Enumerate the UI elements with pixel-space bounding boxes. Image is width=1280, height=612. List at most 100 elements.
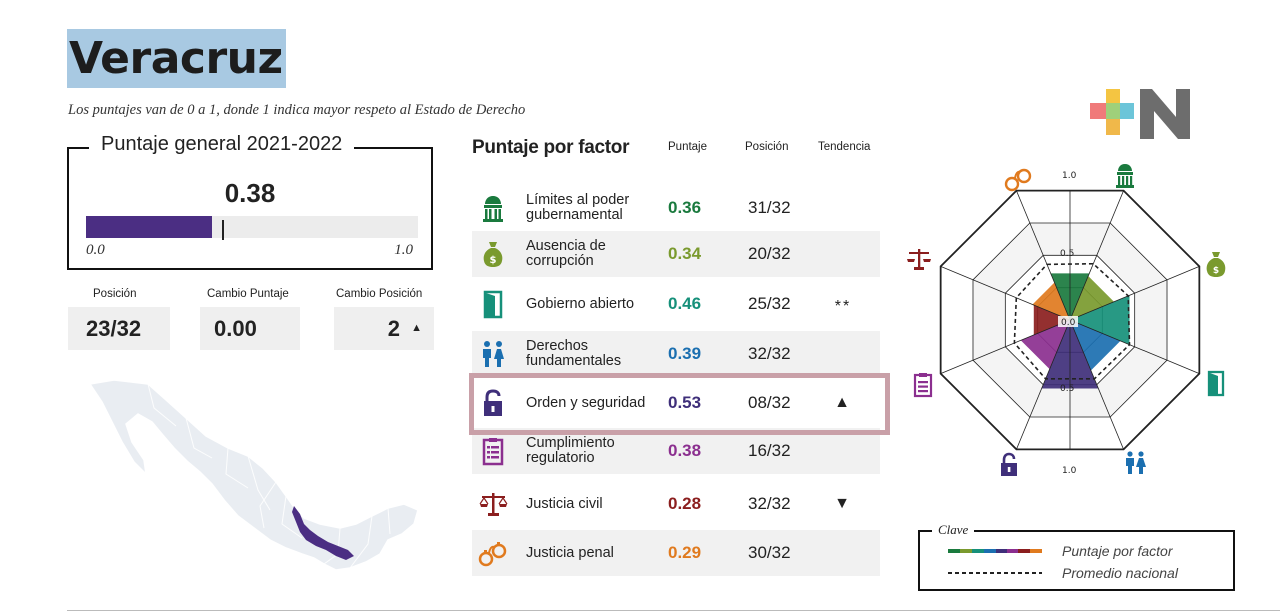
factor-row: Derechos fundamentales 0.39 32/32 xyxy=(472,331,880,377)
radar-axis xyxy=(1069,319,1124,450)
triangle-up-icon: ▲ xyxy=(411,322,422,334)
factor-trend: ▼ xyxy=(834,495,852,512)
column-trend: Tendencia xyxy=(818,141,871,153)
position-value: 23/32 xyxy=(68,307,170,350)
column-score: Puntaje xyxy=(668,141,708,153)
radar-factor-slice xyxy=(1033,304,1070,336)
score-change-label: Cambio Puntaje xyxy=(207,288,289,300)
overall-score-marker xyxy=(222,220,225,240)
factor-name: Cumplimiento regulatorio xyxy=(526,435,615,466)
legend-average-label: Promedio nacional xyxy=(1062,565,1178,581)
radar-axis xyxy=(1016,319,1071,450)
factor-score: 0.29 xyxy=(668,543,702,562)
legend-factor-label: Puntaje por factor xyxy=(1062,543,1173,559)
legend-factor-swatch xyxy=(948,549,1042,553)
logo xyxy=(1090,89,1190,139)
factor-name: Justicia penal xyxy=(526,544,614,561)
radar-axis xyxy=(940,319,1071,374)
handcuffs-icon xyxy=(478,542,507,567)
radar-axis xyxy=(1069,190,1124,321)
legend-title: Clave xyxy=(932,522,975,538)
page-title: Veracruz xyxy=(67,29,286,88)
factor-position: 30/32 xyxy=(748,543,791,562)
score-max-label: 1.0 xyxy=(394,242,413,258)
radar-factor-slice xyxy=(1070,320,1121,371)
factor-position: 32/32 xyxy=(748,344,791,363)
scales-icon xyxy=(907,249,931,270)
factor-row: Límites al poder gubernamental 0.36 31/3… xyxy=(472,185,880,231)
legend: Clave Puntaje por factor Promedio nacion… xyxy=(918,522,1235,591)
tick-label-top: 1.0 xyxy=(1062,171,1077,181)
score-change-value-text: 0.00 xyxy=(214,316,257,341)
radar-axis xyxy=(1069,266,1200,321)
position-change-label: Cambio Posición xyxy=(336,288,423,300)
position-label: Posición xyxy=(93,288,137,300)
factor-position: 25/32 xyxy=(748,294,791,313)
factor-position: 08/32 xyxy=(748,393,791,412)
factor-position: 16/32 xyxy=(748,441,791,460)
clipboard-icon xyxy=(482,438,504,466)
page-subtitle: Los puntajes van de 0 a 1, donde 1 indic… xyxy=(68,102,526,118)
radar-factor-slice xyxy=(1070,295,1130,345)
tick-label-upper-mid: 0.5 xyxy=(1060,249,1074,259)
radar-axis xyxy=(1016,190,1071,321)
open-door-icon xyxy=(483,290,503,319)
factor-score: 0.39 xyxy=(668,344,702,363)
factor-score: 0.38 xyxy=(668,441,702,460)
people-icon xyxy=(483,341,504,367)
factor-score: 0.28 xyxy=(668,494,702,513)
factor-position: 31/32 xyxy=(748,198,791,217)
factor-trend: ** xyxy=(834,298,852,315)
mexico-map xyxy=(88,379,419,571)
row-highlight-frame xyxy=(469,373,890,435)
factor-position: 32/32 xyxy=(748,494,791,513)
factor-row: Justicia penal 0.29 30/32 xyxy=(472,530,880,576)
factor-row: Gobierno abierto 0.46 25/32 ** xyxy=(472,281,880,327)
overall-score-bar xyxy=(86,216,418,238)
factor-name: Límites al poder gubernamental xyxy=(526,192,630,223)
factor-table-heading: Puntaje por factor xyxy=(472,137,630,158)
legend-average-swatch xyxy=(948,572,1042,574)
factor-name: Gobierno abierto xyxy=(526,295,635,312)
scales-icon xyxy=(479,493,508,516)
radar-factor-slice xyxy=(1070,276,1114,320)
radar-axis xyxy=(1069,319,1200,374)
open-door-icon xyxy=(1207,370,1225,397)
column-position: Posición xyxy=(745,141,789,153)
score-min-label: 0.0 xyxy=(86,242,105,258)
position-value-text: 23/32 xyxy=(86,316,142,341)
factor-row: Justicia civil 0.28 32/32 ▼ xyxy=(472,481,880,527)
radar-factor-slice xyxy=(1020,320,1070,370)
veracruz-state xyxy=(292,506,354,560)
padlock-icon xyxy=(1001,452,1017,476)
factor-name: Derechos fundamentales xyxy=(526,338,622,369)
overall-score-value: 0.38 xyxy=(224,178,276,208)
factor-row: Cumplimiento regulatorio 0.38 16/32 xyxy=(472,428,880,474)
government-building-icon xyxy=(483,196,503,222)
overall-score-bar-fill xyxy=(86,216,213,238)
people-icon xyxy=(1126,451,1146,474)
score-change-value: 0.00 xyxy=(200,307,300,350)
overall-score-heading: Puntaje general 2021-2022 xyxy=(89,133,355,156)
factor-score: 0.36 xyxy=(668,198,702,217)
factor-trend: ▲ xyxy=(834,394,852,411)
factor-name: Justicia civil xyxy=(526,495,603,512)
factor-score: 0.46 xyxy=(668,294,702,313)
position-change-value-text: 2 xyxy=(387,316,400,341)
tick-label-bottom: 1.0 xyxy=(1062,466,1077,476)
factor-position: 20/32 xyxy=(748,244,791,263)
money-bag-icon: $ xyxy=(483,242,503,267)
handcuffs-icon xyxy=(1004,168,1032,192)
radar-axis xyxy=(940,266,1071,321)
svg-text:$: $ xyxy=(490,255,497,266)
factor-score: 0.34 xyxy=(668,244,702,263)
padlock-icon xyxy=(484,389,502,416)
tick-label-lower-mid: 0.5 xyxy=(1060,384,1074,394)
bottom-divider xyxy=(67,610,1280,611)
radar-chart: 1.0 0.5 0.0 0.5 1.0 $ xyxy=(907,164,1226,476)
factor-name: Ausencia de corrupción xyxy=(526,238,606,269)
factor-row-highlighted: Orden y seguridad 0.53 08/32 ▲ xyxy=(472,380,880,426)
radar-factor-slice xyxy=(1032,282,1070,320)
money-bag-icon: $ xyxy=(1206,252,1226,277)
government-building-icon xyxy=(1116,164,1134,188)
